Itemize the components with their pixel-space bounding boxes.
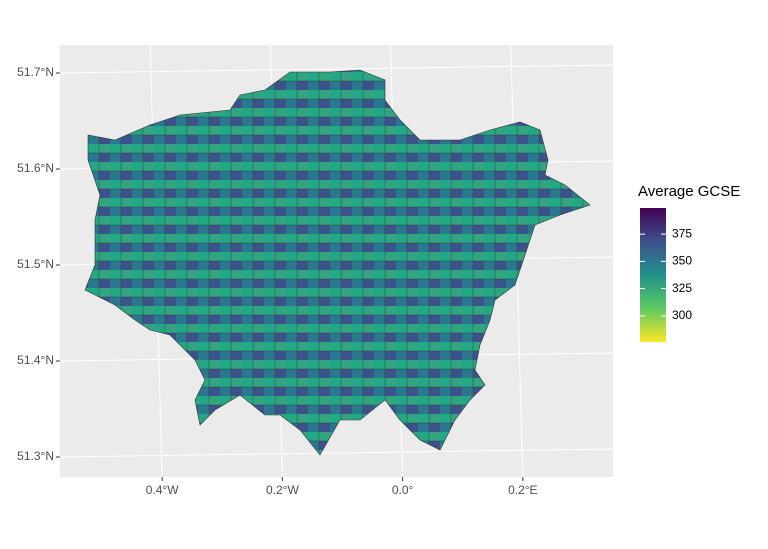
colorbar: [640, 208, 666, 342]
london-outline: [84, 69, 591, 456]
grid-line: [59, 64, 614, 74]
y-tick-label: 51.3°N: [17, 449, 54, 463]
legend-title: Average GCSE: [638, 183, 740, 200]
x-tick-label: 0.0°: [392, 483, 414, 497]
axes: 0.4°W 0.2°W 0.0° 0.2°E 51.3°N 51.4°N 51.5°N 51.…: [17, 65, 537, 497]
x-tick-label: 0.4°W: [146, 483, 179, 497]
y-tick-label: 51.7°N: [17, 65, 54, 79]
x-tick-label: 0.2°W: [266, 483, 299, 497]
legend-label: 300: [672, 308, 692, 322]
legend-label: 350: [672, 254, 692, 268]
legend-label: 375: [672, 226, 692, 240]
legend: 300 325 350 375: [640, 208, 692, 342]
y-tick-label: 51.4°N: [17, 353, 54, 367]
grid-line: [59, 448, 614, 458]
y-tick-label: 51.6°N: [17, 161, 54, 175]
x-tick-label: 0.2°E: [508, 483, 537, 497]
y-tick-label: 51.5°N: [17, 257, 54, 271]
legend-label: 325: [672, 281, 692, 295]
